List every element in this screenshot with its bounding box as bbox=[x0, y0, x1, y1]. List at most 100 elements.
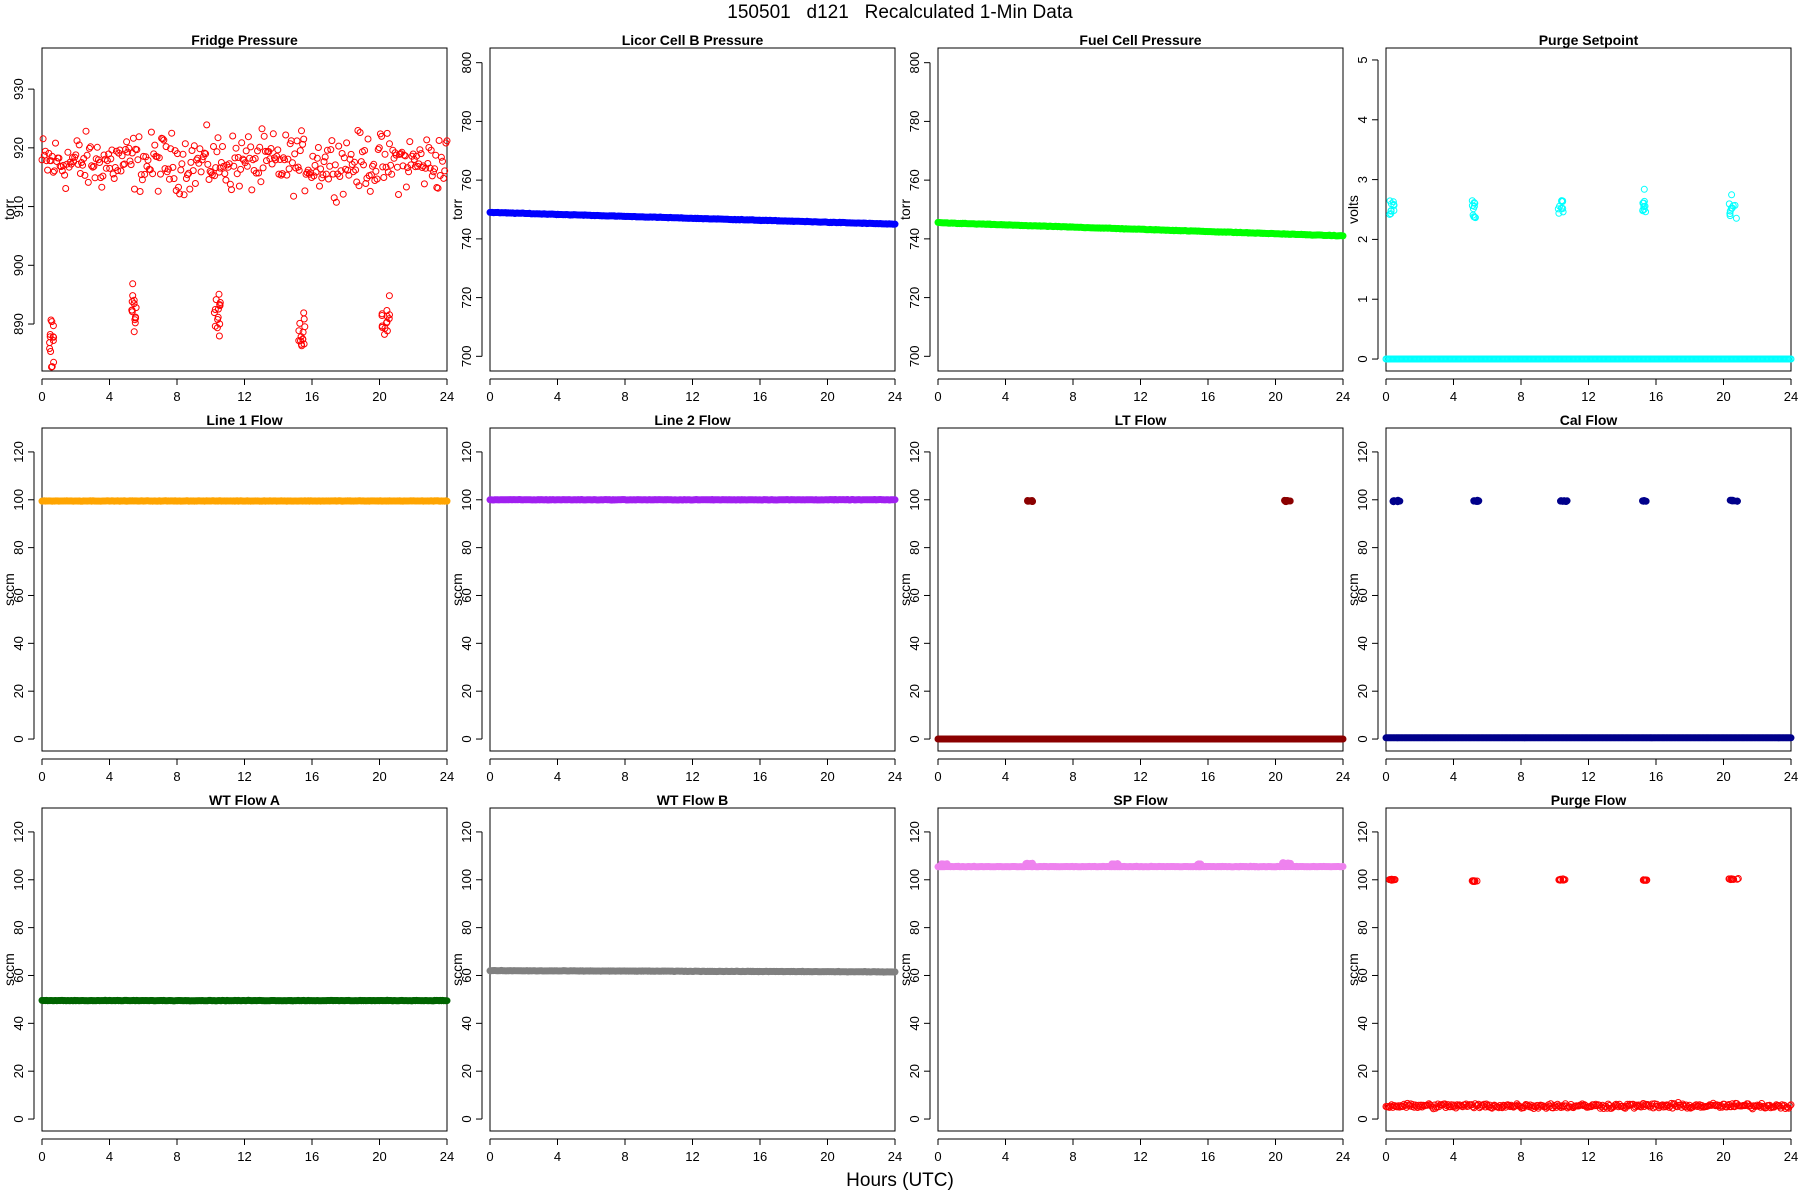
data-point bbox=[343, 139, 351, 147]
data-point bbox=[369, 162, 376, 170]
data-point bbox=[159, 135, 167, 143]
data-point bbox=[337, 167, 345, 175]
plot-frame bbox=[489, 47, 896, 372]
x-tick-label: 24 bbox=[1336, 389, 1350, 404]
y-tick-label: 780 bbox=[459, 111, 474, 133]
data-point bbox=[119, 161, 127, 169]
y-tick-label: 910 bbox=[11, 196, 26, 218]
data-point bbox=[129, 134, 137, 142]
x-tick-label: 16 bbox=[305, 389, 319, 404]
y-tick-label: 740 bbox=[907, 228, 922, 250]
y-tick-label: 40 bbox=[1355, 636, 1370, 650]
data-point bbox=[891, 220, 899, 228]
y-tick-label: 100 bbox=[1355, 489, 1370, 511]
y-tick-label: 780 bbox=[907, 111, 922, 133]
data-point bbox=[427, 146, 435, 154]
x-tick-label: 0 bbox=[486, 1149, 493, 1164]
data-point bbox=[251, 155, 259, 162]
y-tick-label: 20 bbox=[907, 1064, 922, 1078]
data-point bbox=[435, 137, 443, 144]
data-point bbox=[219, 143, 226, 150]
plot-frame bbox=[1385, 807, 1792, 1132]
data-point bbox=[295, 327, 303, 335]
data-point bbox=[215, 168, 223, 176]
y-tick-label: 40 bbox=[459, 636, 474, 650]
data-point bbox=[1726, 212, 1734, 220]
data-point bbox=[202, 150, 210, 158]
data-point bbox=[81, 171, 89, 179]
y-tick-label: 100 bbox=[907, 869, 922, 891]
data-point bbox=[437, 153, 445, 161]
data-point bbox=[360, 161, 367, 169]
x-tick-label: 24 bbox=[1784, 769, 1798, 784]
data-point bbox=[260, 132, 268, 140]
data-point bbox=[144, 156, 152, 164]
y-tick-label: 720 bbox=[907, 287, 922, 309]
data-point bbox=[91, 174, 99, 182]
data-point bbox=[1787, 734, 1795, 742]
data-point bbox=[1387, 210, 1395, 218]
data-point bbox=[416, 146, 424, 154]
data-point bbox=[405, 168, 413, 176]
x-tick-label: 16 bbox=[1201, 769, 1215, 784]
data-point bbox=[1339, 735, 1347, 743]
data-point bbox=[355, 182, 363, 190]
data-point bbox=[64, 148, 72, 156]
data-point bbox=[433, 184, 441, 191]
data-point bbox=[1725, 200, 1733, 208]
data-point bbox=[1279, 859, 1287, 867]
data-point bbox=[310, 172, 318, 180]
data-point bbox=[1468, 202, 1476, 210]
data-point bbox=[196, 145, 204, 153]
x-tick-label: 4 bbox=[1002, 1149, 1009, 1164]
data-point bbox=[234, 154, 242, 161]
x-tick-label: 20 bbox=[1716, 769, 1730, 784]
data-point bbox=[214, 134, 222, 142]
x-axis: 0 4 8 12 16 20 24 bbox=[934, 758, 1350, 784]
data-point bbox=[327, 146, 335, 154]
y-axis-label: sccm bbox=[1, 573, 17, 606]
data-point bbox=[1728, 191, 1736, 199]
data-point bbox=[186, 185, 194, 193]
data-point bbox=[367, 171, 375, 179]
data-point bbox=[300, 315, 308, 323]
y-tick-label: 80 bbox=[907, 920, 922, 934]
data-point bbox=[133, 146, 141, 154]
data-point bbox=[189, 167, 197, 175]
data-point bbox=[1468, 197, 1476, 205]
y-tick-label: 0 bbox=[11, 735, 26, 742]
x-tick-label: 8 bbox=[1069, 769, 1076, 784]
data-point bbox=[320, 158, 328, 166]
data-point bbox=[328, 137, 336, 145]
data-points bbox=[486, 208, 899, 228]
data-point bbox=[1726, 207, 1734, 215]
data-point bbox=[300, 340, 308, 348]
data-point bbox=[128, 308, 136, 316]
y-tick-label: 1 bbox=[1355, 296, 1370, 303]
x-tick-label: 16 bbox=[753, 1149, 767, 1164]
data-point bbox=[364, 135, 372, 143]
y-tick-label: 80 bbox=[1355, 540, 1370, 554]
data-point bbox=[393, 163, 401, 171]
y-tick-label: 120 bbox=[907, 441, 922, 463]
y-tick-label: 890 bbox=[11, 313, 26, 335]
data-point bbox=[1729, 202, 1737, 210]
data-point bbox=[226, 180, 234, 188]
data-point bbox=[323, 146, 331, 154]
data-point bbox=[317, 165, 325, 173]
data-point bbox=[380, 174, 388, 181]
data-point bbox=[420, 180, 428, 188]
data-point bbox=[1390, 201, 1398, 208]
x-tick-label: 12 bbox=[685, 389, 699, 404]
data-point bbox=[432, 151, 440, 159]
data-point bbox=[296, 147, 304, 155]
y-tick-label: 120 bbox=[11, 441, 26, 463]
data-point bbox=[1559, 197, 1567, 205]
y-tick-label: 60 bbox=[459, 588, 474, 602]
data-point bbox=[428, 172, 436, 180]
x-tick-label: 20 bbox=[1716, 389, 1730, 404]
data-point bbox=[252, 169, 260, 177]
data-point bbox=[221, 170, 229, 178]
